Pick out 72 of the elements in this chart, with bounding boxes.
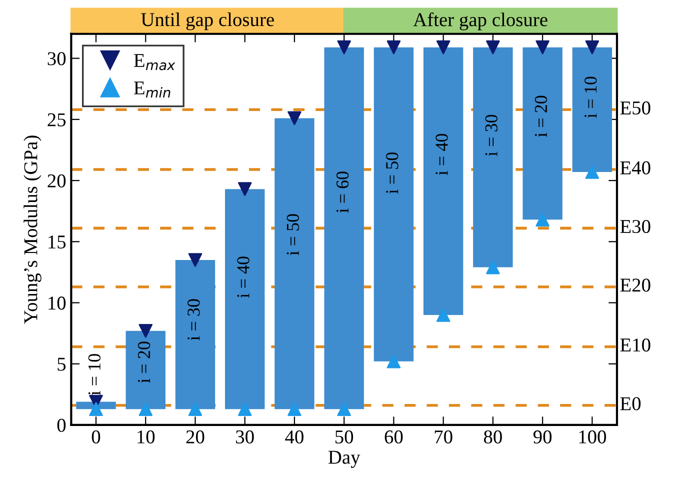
x-tick-label: 60 <box>384 430 403 444</box>
point <box>288 111 302 126</box>
bar <box>423 47 464 315</box>
point <box>288 402 302 416</box>
text: After gap closure <box>413 12 548 30</box>
ref-line-label: E0 <box>620 397 641 410</box>
y-tick-label: 5 <box>58 358 66 371</box>
ref-line-label: E30 <box>620 220 650 234</box>
point <box>486 40 500 54</box>
legend-label: E$_{min}$ <box>134 82 170 98</box>
bar <box>126 330 166 410</box>
x-tick-label: 50 <box>335 430 354 444</box>
annotation: i = 30 <box>188 299 200 340</box>
x-axis-title: Day <box>328 450 360 468</box>
bar <box>175 260 216 410</box>
x-tick-label: 0 <box>92 430 100 444</box>
x-tick-label: 100 <box>579 430 606 444</box>
y-tick-label: 10 <box>48 296 66 310</box>
bar <box>473 47 513 268</box>
annotation: i = 60 <box>336 172 349 213</box>
y-tick-label: 20 <box>48 174 66 188</box>
ref-line-label: E20 <box>620 278 650 292</box>
y-axis-title: Young’s Modulus (GPa) <box>24 136 42 324</box>
point <box>337 402 351 416</box>
point <box>536 40 550 54</box>
annotation: i = 20 <box>534 96 548 138</box>
text: Until gap closure <box>141 12 274 30</box>
legend-label: E$_{max}$ <box>134 54 176 70</box>
bar <box>324 47 364 410</box>
point <box>585 165 600 179</box>
point <box>138 324 153 338</box>
y-tick-label: 25 <box>48 113 66 126</box>
bar <box>374 47 414 362</box>
point <box>188 402 202 416</box>
ref-line-label: E40 <box>620 161 650 174</box>
point <box>436 40 450 54</box>
x-tick-label: 80 <box>484 430 502 444</box>
annotation: i = 10 <box>88 354 101 396</box>
y-tick-label: 30 <box>48 52 66 66</box>
point <box>188 253 202 267</box>
y-tick-label: 0 <box>57 418 66 432</box>
x-tick-label: 10 <box>138 430 155 444</box>
bar <box>522 47 562 220</box>
annotation: i = 10 <box>584 76 597 118</box>
x-tick-label: 30 <box>236 430 254 444</box>
bar <box>225 189 265 410</box>
point <box>138 402 153 416</box>
x-tick-label: 40 <box>285 430 304 444</box>
point <box>337 40 351 54</box>
x-tick-label: 70 <box>434 430 452 444</box>
point <box>386 40 401 54</box>
bar <box>572 47 612 172</box>
ref-line-label: E50 <box>620 101 650 115</box>
bar <box>274 118 314 410</box>
annotation: i = 50 <box>286 214 299 256</box>
point <box>386 354 401 368</box>
annotation: i = 20 <box>138 342 150 383</box>
x-tick-label: 90 <box>533 430 552 444</box>
point <box>436 308 450 322</box>
point <box>585 40 600 54</box>
x-tick-label: 20 <box>186 430 204 444</box>
point <box>536 212 550 227</box>
point <box>238 402 252 416</box>
point <box>486 260 500 274</box>
annotation: i = 40 <box>237 256 250 298</box>
y-tick-label: 15 <box>48 236 66 249</box>
annotation: i = 30 <box>485 114 498 156</box>
ref-line-label: E10 <box>620 338 650 352</box>
annotation: i = 50 <box>386 152 398 194</box>
point <box>89 402 103 416</box>
annotation: i = 40 <box>436 134 448 176</box>
point <box>238 182 252 196</box>
